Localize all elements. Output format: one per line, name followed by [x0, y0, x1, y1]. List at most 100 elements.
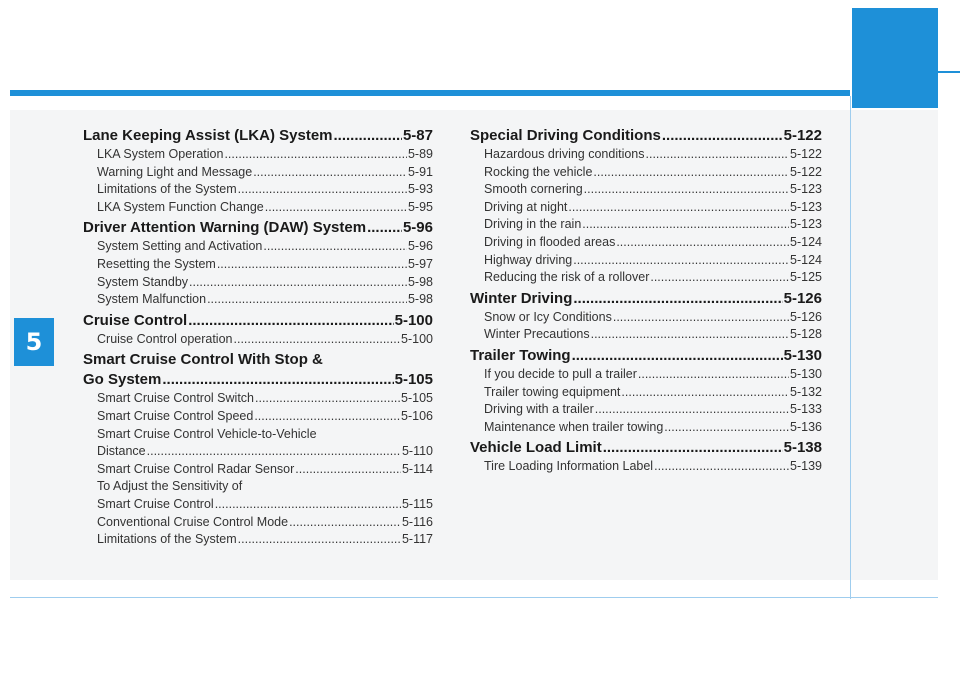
toc-item-entry[interactable]: Hazardous driving conditions 5-122 [470, 146, 822, 164]
toc-section-page: 5-100 [394, 311, 433, 329]
toc-item-entry[interactable]: Warning Light and Message 5-91 [83, 164, 433, 182]
dot-leader [664, 419, 789, 437]
toc-section-entry[interactable]: Vehicle Load Limit 5-138 [470, 438, 822, 458]
dot-leader [650, 269, 789, 287]
margin-rule [850, 96, 851, 599]
toc-item-title: Warning Light and Message [97, 164, 253, 179]
toc-item-entry[interactable]: Resetting the System 5-97 [83, 256, 433, 274]
toc-item-page: 5-105 [401, 391, 433, 406]
toc-item-entry[interactable]: Conventional Cruise Control Mode 5-116 [83, 514, 433, 532]
toc-item-entry[interactable]: Distance 5-110 [83, 443, 433, 461]
toc-item-title: Driving in flooded areas [484, 234, 616, 249]
dot-leader [334, 126, 402, 146]
toc-item-title: LKA System Operation [97, 147, 224, 161]
toc-item-title: Tire Loading Information Label [484, 459, 654, 474]
toc-item-entry[interactable]: Limitations of the System 5-93 [83, 181, 433, 199]
corner-color-block [852, 8, 938, 108]
toc-section-title: Trailer Towing [470, 346, 571, 364]
dot-leader [265, 199, 407, 217]
toc-item-title: Highway driving [484, 252, 573, 267]
toc-item-title: Conventional Cruise Control Mode [97, 514, 289, 529]
toc-item-entry[interactable]: Smart Cruise Control Speed 5-106 [83, 408, 433, 426]
toc-section-title: Special Driving Conditions [470, 127, 661, 144]
toc-item-entry[interactable]: Cruise Control operation 5-100 [83, 331, 433, 349]
dot-leader [255, 390, 400, 408]
toc-section-title: Go System [83, 371, 162, 389]
toc-section-entry[interactable]: Cruise Control 5-100 [83, 311, 433, 331]
toc-item-page: 5-117 [401, 532, 433, 547]
toc-item-title-line: Smart Cruise Control Vehicle-to-Vehicle [97, 426, 317, 441]
toc-item-title: Rocking the vehicle [484, 164, 593, 179]
toc-item-page: 5-98 [407, 292, 433, 307]
toc-item-page: 5-91 [407, 164, 433, 179]
toc-item-page: 5-122 [790, 164, 822, 179]
toc-item-entry[interactable]: Tire Loading Information Label 5-139 [470, 458, 822, 476]
toc-item-page: 5-128 [790, 327, 822, 342]
dot-leader [253, 164, 407, 182]
toc-section-title: Driver Attention Warning (DAW) System [83, 219, 367, 237]
dot-leader [238, 181, 407, 199]
dot-leader [147, 443, 401, 461]
header-rule [10, 90, 850, 96]
toc-section-entry[interactable]: Go System 5-105 [83, 370, 433, 390]
toc-section-entry[interactable]: Trailer Towing 5-130 [470, 346, 822, 366]
toc-item-title: Cruise Control operation [97, 331, 233, 346]
toc-section-title: Cruise Control [83, 311, 188, 329]
toc-item-title: Smooth cornering [484, 182, 583, 197]
toc-item-entry[interactable]: If you decide to pull a trailer 5-130 [470, 366, 822, 384]
toc-item-title: Trailer towing equipment [484, 384, 621, 399]
toc-item-entry[interactable]: System Malfunction 5-98 [83, 291, 433, 309]
toc-item-entry[interactable]: Rocking the vehicle 5-122 [470, 164, 822, 182]
toc-item-entry[interactable]: Smart Cruise Control Radar Sensor 5-114 [83, 461, 433, 479]
toc-item-entry[interactable]: Maintenance when trailer towing 5-136 [470, 419, 822, 437]
dot-leader [591, 326, 789, 344]
toc-item-entry[interactable]: Smooth cornering 5-123 [470, 181, 822, 199]
dot-leader [568, 199, 789, 217]
toc-item-entry[interactable]: Limitations of the System 5-117 [83, 531, 433, 549]
toc-item-entry[interactable]: Driving at night 5-123 [470, 199, 822, 217]
toc-item-entry[interactable]: LKA System Function Change 5-95 [83, 199, 433, 217]
toc-item-page: 5-89 [407, 147, 433, 161]
toc-item-entry[interactable]: Driving in the rain 5-123 [470, 216, 822, 234]
toc-item-entry[interactable]: Winter Precautions 5-128 [470, 326, 822, 344]
toc-section-title: Lane Keeping Assist (LKA) System [83, 127, 333, 144]
toc-item-title: Limitations of the System [97, 182, 237, 197]
toc-item-entry[interactable]: LKA System Operation 5-89 [83, 146, 433, 164]
toc-section-title-line: Smart Cruise Control With Stop & [83, 351, 323, 369]
toc-item-title: System Malfunction [97, 292, 207, 307]
dot-leader [573, 252, 789, 270]
toc-section-page: 5-96 [402, 219, 433, 237]
toc-item-page: 5-97 [407, 256, 433, 271]
toc-item-page: 5-106 [401, 408, 433, 423]
dot-leader [263, 238, 407, 256]
toc-item-page: 5-130 [790, 366, 822, 381]
toc-item-entry[interactable]: Highway driving 5-124 [470, 252, 822, 270]
toc-item-title: Smart Cruise Control [97, 496, 214, 511]
dot-leader [238, 531, 401, 549]
toc-item-entry[interactable]: Driving with a trailer 5-133 [470, 401, 822, 419]
toc-section-page: 5-105 [394, 371, 433, 389]
toc-item-entry[interactable]: Smart Cruise Control 5-115 [83, 496, 433, 514]
toc-section-entry[interactable]: Winter Driving 5-126 [470, 289, 822, 309]
dot-leader [224, 146, 407, 164]
toc-item-entry[interactable]: System Standby 5-98 [83, 274, 433, 292]
toc-item-entry[interactable]: Smart Cruise Control Switch 5-105 [83, 390, 433, 408]
toc-item-title: System Setting and Activation [97, 239, 263, 254]
toc-section-entry[interactable]: Special Driving Conditions 5-122 [470, 126, 822, 146]
toc-item-title: Driving at night [484, 199, 568, 214]
dot-leader [289, 514, 401, 532]
toc-section-page: 5-126 [783, 289, 822, 307]
toc-item-entry[interactable]: System Setting and Activation 5-96 [83, 238, 433, 256]
toc-item-title-line: To Adjust the Sensitivity of [97, 479, 243, 494]
toc-item-entry[interactable]: Trailer towing equipment 5-132 [470, 384, 822, 402]
toc-item-entry[interactable]: Snow or Icy Conditions 5-126 [470, 309, 822, 327]
toc-item-title: Smart Cruise Control Speed [97, 408, 254, 423]
toc-item-entry[interactable]: Driving in flooded areas 5-124 [470, 234, 822, 252]
dot-leader [367, 218, 402, 238]
toc-section-entry[interactable]: Driver Attention Warning (DAW) System 5-9… [83, 218, 433, 238]
toc-item-title: Driving with a trailer [484, 402, 594, 417]
toc-item-page: 5-124 [790, 234, 822, 249]
toc-item-entry[interactable]: Reducing the risk of a rollover 5-125 [470, 269, 822, 287]
toc-section-page: 5-130 [783, 346, 822, 364]
toc-section-entry[interactable]: Lane Keeping Assist (LKA) System 5-87 [83, 126, 433, 146]
